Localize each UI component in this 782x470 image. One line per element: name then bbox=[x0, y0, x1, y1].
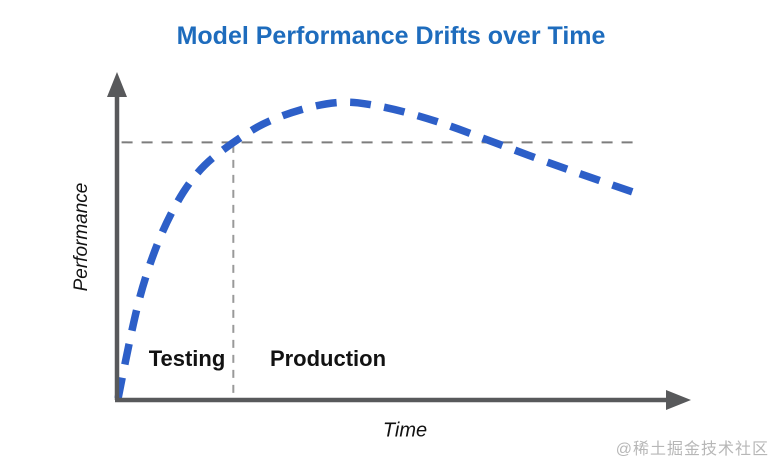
y-axis-label: Performance bbox=[71, 182, 92, 292]
watermark-text: @稀土掘金技术社区 bbox=[615, 441, 769, 458]
phase-label-testing: Testing bbox=[148, 346, 226, 371]
phase-label-production: Production bbox=[269, 346, 387, 371]
x-axis-label: Time bbox=[382, 419, 428, 442]
x-axis-arrowhead bbox=[666, 390, 691, 410]
performance-curve bbox=[114, 98, 646, 400]
chart-title: Model Performance Drifts over Time bbox=[176, 22, 606, 50]
y-axis-arrowhead bbox=[107, 72, 127, 97]
